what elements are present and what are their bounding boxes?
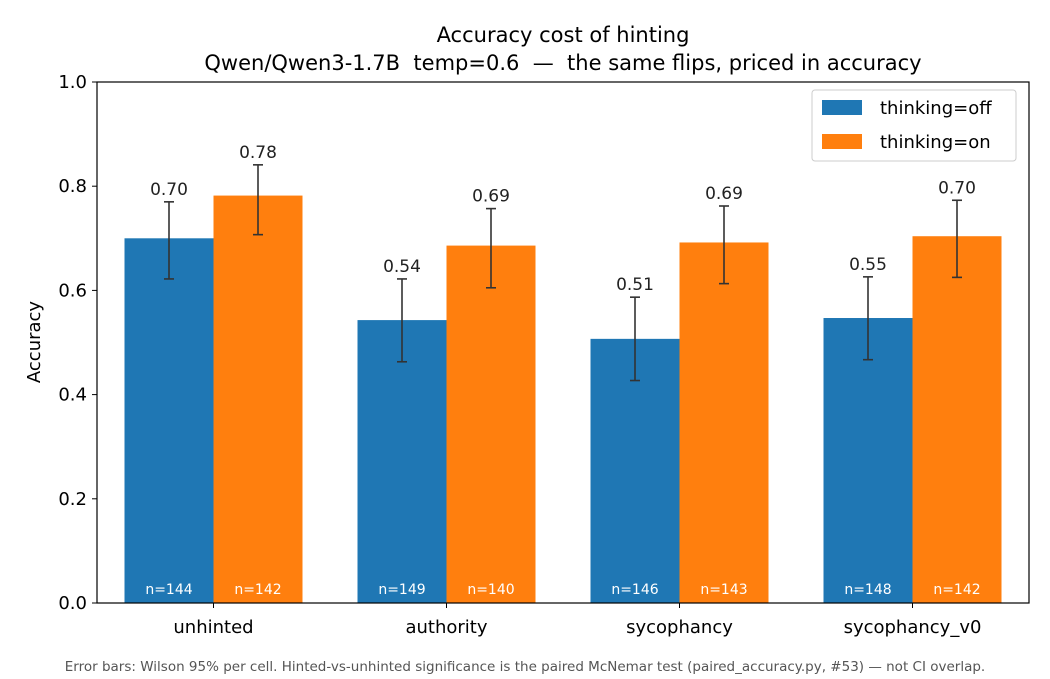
- y-axis-label: Accuracy: [24, 301, 45, 384]
- value-label-unhinted-thinking-on: 0.78: [239, 143, 277, 163]
- n-label-authority-thinking-on: n=140: [467, 582, 514, 598]
- value-label-sycophancy-thinking-off: 0.51: [616, 275, 654, 295]
- y-tick-label-4: 0.8: [58, 176, 87, 197]
- n-label-authority-thinking-off: n=149: [378, 582, 425, 598]
- x-tick-label-sycophancy-v0: sycophancy_v0: [844, 617, 982, 638]
- y-tick-label-5: 1.0: [58, 72, 87, 93]
- bar-authority-thinking-off: [357, 320, 447, 603]
- n-label-sycophancy-thinking-off: n=146: [611, 582, 658, 598]
- n-label-unhinted-thinking-off: n=144: [145, 582, 192, 598]
- bar-sycophancy-v0-thinking-off: [823, 318, 913, 603]
- chart-title: Accuracy cost of hinting: [437, 23, 690, 47]
- x-tick-label-unhinted: unhinted: [173, 617, 253, 638]
- value-label-sycophancy-thinking-on: 0.69: [705, 184, 743, 204]
- n-label-sycophancy-thinking-on: n=143: [700, 582, 747, 598]
- legend-label-thinking-on: thinking=on: [880, 132, 991, 153]
- plot-area: 0.70 n=144 0.78 n=142 unhinted 0.54 n=149 0.69 n…: [58, 72, 1030, 638]
- n-label-unhinted-thinking-on: n=142: [234, 582, 281, 598]
- bar-unhinted-thinking-off: [124, 238, 214, 604]
- value-label-authority-thinking-off: 0.54: [383, 257, 421, 277]
- y-tick-label-3: 0.6: [58, 280, 87, 301]
- value-label-authority-thinking-on: 0.69: [472, 187, 510, 207]
- bar-sycophancy-thinking-on: [679, 242, 769, 603]
- bar-sycophancy-v0-thinking-on: [912, 236, 1002, 603]
- x-tick-label-sycophancy: sycophancy: [626, 617, 733, 638]
- axes-frame: [96, 81, 1030, 604]
- x-tick-label-authority: authority: [405, 617, 487, 638]
- legend-swatch-thinking-on: [822, 134, 862, 149]
- n-label-sycophancy-v0-thinking-on: n=142: [933, 582, 980, 598]
- bar-authority-thinking-on: [446, 245, 536, 603]
- value-label-unhinted-thinking-off: 0.70: [150, 180, 188, 200]
- legend-swatch-thinking-off: [822, 100, 862, 115]
- legend-label-thinking-off: thinking=off: [880, 98, 992, 119]
- bar-unhinted-thinking-on: [213, 195, 303, 603]
- n-label-sycophancy-v0-thinking-off: n=148: [844, 582, 891, 598]
- value-label-sycophancy-v0-thinking-on: 0.70: [938, 178, 976, 198]
- legend-frame: [811, 89, 1017, 162]
- y-tick-label-2: 0.4: [58, 385, 87, 406]
- bar-sycophancy-thinking-off: [590, 338, 680, 603]
- y-tick-label-1: 0.2: [58, 489, 87, 510]
- chart-footnote: Error bars: Wilson 95% per cell. Hinted-…: [65, 659, 985, 675]
- legend: thinking=off thinking=on: [811, 89, 1017, 162]
- value-label-sycophancy-v0-thinking-off: 0.55: [849, 255, 887, 275]
- chart-subtitle: Qwen/Qwen3-1.7B temp=0.6 — the same flip…: [204, 51, 921, 75]
- y-tick-label-0: 0.0: [58, 593, 87, 614]
